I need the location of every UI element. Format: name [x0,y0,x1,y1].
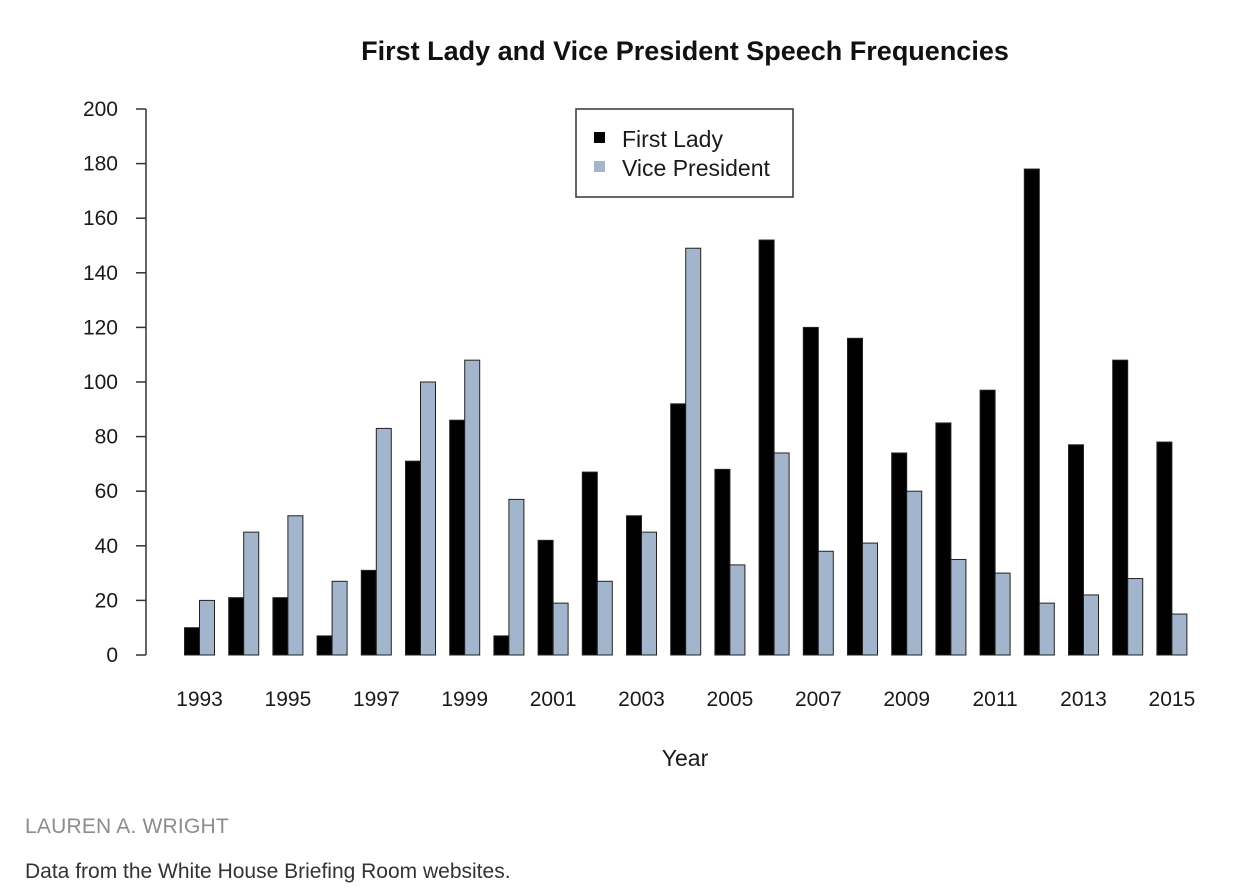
x-tick-label: 1997 [353,688,400,711]
x-tick-label: 2005 [707,688,754,711]
bar-first-lady-2000 [493,635,510,656]
x-tick-label: 2015 [1149,688,1196,711]
bar-vice-president-2000 [508,498,525,656]
legend-label-first-lady: First Lady [622,126,723,152]
bar-vice-president-1993 [199,599,215,656]
bar-first-lady-2006 [758,239,775,656]
bar-first-lady-1996 [316,635,333,656]
bar-first-lady-2004 [670,403,687,656]
bar-first-lady-2003 [626,515,642,656]
bar-first-lady-2015 [1156,441,1173,656]
y-axis: 0 20 40 60 80 100 120 140 160 180 200 [83,98,147,667]
legend-swatch-vice-president [594,161,605,172]
bar-first-lady-2014 [1112,359,1129,656]
bar-vice-president-2002 [596,580,613,656]
bar-vice-president-1998 [420,381,436,656]
bar-first-lady-2002 [581,471,598,656]
bar-vice-president-1999 [464,359,481,656]
bar-vice-president-2013 [1083,594,1099,656]
bar-first-lady-2008 [847,337,863,656]
y-tick-label: 60 [95,480,118,503]
bar-first-lady-1997 [360,569,377,656]
bar-vice-president-2015 [1171,613,1188,656]
bar-vice-president-1994 [243,531,260,656]
bar-vice-president-2005 [729,564,746,656]
bar-vice-president-2006 [773,452,790,656]
bar-vice-president-2014 [1127,578,1144,656]
chart-title: First Lady and Vice President Speech Fre… [361,36,1009,66]
bar-first-lady-2007 [802,326,819,656]
y-tick-label: 80 [95,426,118,449]
bar-first-lady-2012 [1023,168,1040,656]
bar-vice-president-2007 [817,550,834,656]
x-axis: 1993 1995 1997 1999 2001 2003 2005 2007 2009 2011… [176,688,1195,711]
x-axis-label: Year [662,745,709,771]
y-tick-label: 20 [95,589,118,612]
x-tick-label: 2011 [973,688,1018,711]
legend-swatch-first-lady [594,132,605,143]
x-tick-label: 1999 [441,688,488,711]
bar-vice-president-1996 [331,580,348,656]
y-tick-label: 180 [83,153,118,176]
legend-box [575,108,794,198]
x-tick-label: 2003 [618,688,665,711]
bar-first-lady-2011 [979,389,996,656]
bar-first-lady-2005 [714,468,731,656]
bar-vice-president-2001 [552,602,569,656]
bar-first-lady-2013 [1068,444,1084,656]
y-tick-label: 160 [83,207,118,230]
y-tick-label: 120 [83,316,118,339]
y-tick-label: 100 [83,371,118,394]
source-caption: Data from the White House Briefing Room … [25,860,511,883]
bar-first-lady-1994 [228,597,245,656]
x-tick-label: 2001 [530,688,577,711]
bar-vice-president-2010 [950,558,967,656]
legend: First Lady Vice President [575,108,794,198]
y-tick-label: 40 [95,535,118,558]
x-tick-label: 1993 [176,688,223,711]
x-tick-label: 2009 [883,688,930,711]
y-tick-label: 140 [83,262,118,285]
x-tick-label: 2007 [795,688,842,711]
bar-first-lady-1998 [405,460,421,656]
bar-vice-president-2012 [1038,602,1055,656]
bar-vice-president-1997 [375,427,392,656]
bar-vice-president-2009 [906,490,923,656]
x-tick-label: 2013 [1060,688,1107,711]
bars-group [184,168,1188,656]
bar-vice-president-2003 [641,531,657,656]
bar-first-lady-1995 [272,597,289,656]
speech-frequency-chart: First Lady and Vice President Speech Fre… [83,36,1195,771]
y-tick-label: 0 [106,644,118,667]
x-tick-label: 1995 [265,688,312,711]
bar-first-lady-2001 [537,539,554,656]
bar-vice-president-2011 [994,572,1011,656]
legend-label-vice-president: Vice President [622,155,770,181]
bar-vice-president-2004 [685,247,702,656]
bar-first-lady-1993 [184,627,200,656]
y-tick-label: 200 [83,98,118,121]
bar-vice-president-2008 [862,542,878,656]
bar-vice-president-1995 [287,515,304,656]
bar-first-lady-2010 [935,422,952,656]
credit-line: LAUREN A. WRIGHT [25,815,229,838]
bar-first-lady-2009 [891,452,908,656]
bar-first-lady-1999 [449,419,466,656]
